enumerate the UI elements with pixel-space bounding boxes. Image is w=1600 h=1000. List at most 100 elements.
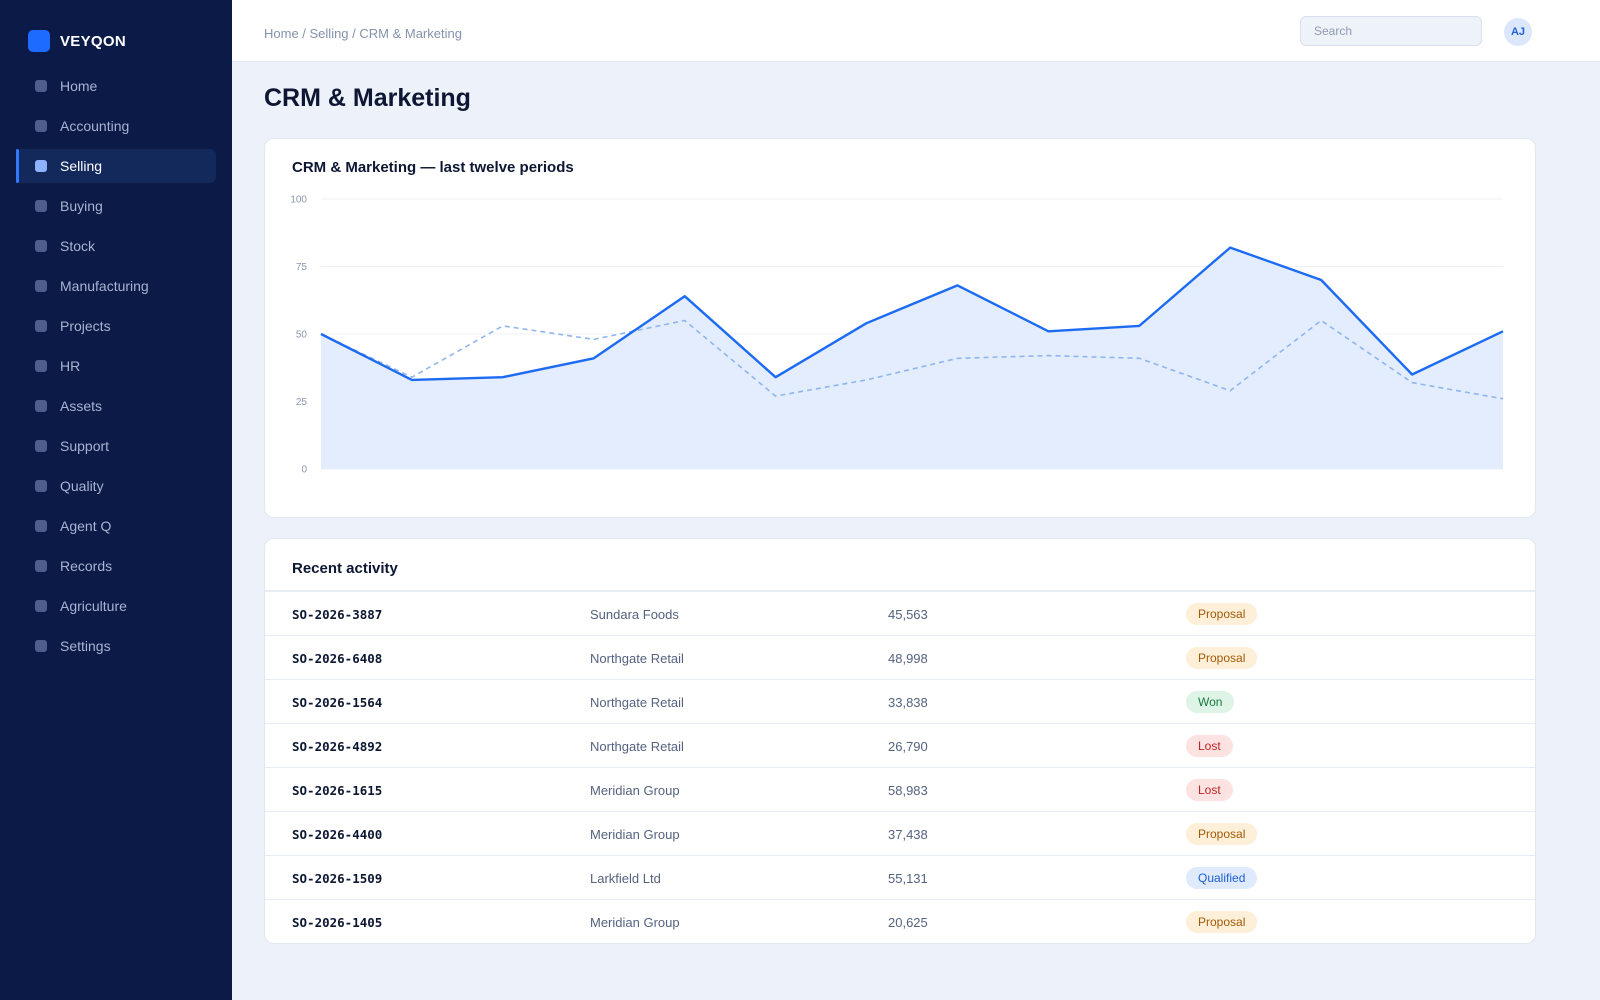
sidebar-item-assets[interactable]: Assets — [16, 389, 216, 423]
sidebar-item-label: Projects — [60, 318, 111, 334]
activity-title: Recent activity — [292, 560, 398, 577]
table-row[interactable]: SO-2026-3887 Sundara Foods 45,563 Proposal — [265, 592, 1535, 636]
series-area — [321, 247, 1503, 469]
activity-table: SO-2026-3887 Sundara Foods 45,563 Proposal S… — [265, 592, 1535, 943]
sidebar-item-label: Manufacturing — [60, 278, 149, 294]
sidebar-item-label: Home — [60, 78, 98, 94]
status-cell: Won — [1186, 680, 1235, 724]
brand[interactable]: VEYQON — [28, 30, 126, 52]
status-badge: Proposal — [1186, 911, 1258, 933]
customer-name: Northgate Retail — [590, 650, 684, 666]
sidebar-nav: Home Accounting Selling Buying Stock Manufact… — [16, 69, 216, 669]
sidebar-item-stock[interactable]: Stock — [16, 229, 216, 263]
chart-card: 0 25 50 75 100 CRM & Marketing — last twelve… — [264, 138, 1536, 518]
nav-square-icon — [35, 600, 47, 612]
status-badge: Proposal — [1186, 603, 1258, 625]
sidebar-item-label: Stock — [60, 238, 96, 254]
status-cell: Proposal — [1186, 812, 1258, 856]
breadcrumb[interactable]: Home / Selling / CRM & Marketing — [264, 26, 462, 41]
nav-square-icon — [35, 80, 47, 92]
sidebar-item-label: HR — [60, 358, 81, 374]
status-badge: Proposal — [1186, 647, 1258, 669]
table-row[interactable]: SO-2026-4400 Meridian Group 37,438 Proposal — [265, 812, 1535, 856]
status-badge: Lost — [1186, 779, 1233, 801]
sidebar-item-label: Selling — [60, 158, 103, 174]
sidebar-item-manufacturing[interactable]: Manufacturing — [16, 269, 216, 303]
sidebar-item-label: Buying — [60, 198, 103, 214]
customer-name: Meridian Group — [590, 914, 680, 930]
sidebar-item-buying[interactable]: Buying — [16, 189, 216, 223]
status-badge: Won — [1186, 691, 1235, 713]
page-title: CRM & Marketing — [264, 84, 471, 112]
nav-square-icon — [35, 400, 47, 412]
table-row[interactable]: SO-2026-1564 Northgate Retail 33,838 Won — [265, 680, 1535, 724]
brand-logo-icon — [28, 30, 50, 52]
amount: 58,983 — [888, 782, 928, 798]
y-tick-label: 75 — [296, 262, 308, 273]
sidebar-item-quality[interactable]: Quality — [16, 469, 216, 503]
nav-square-icon — [35, 160, 47, 172]
sidebar-item-label: Assets — [60, 398, 103, 414]
series-line-primary — [320, 246, 1504, 382]
y-tick-label: 25 — [296, 397, 308, 408]
status-cell: Proposal — [1186, 636, 1258, 680]
status-cell: Lost — [1186, 768, 1233, 812]
table-row[interactable]: SO-2026-6408 Northgate Retail 48,998 Propos… — [265, 636, 1535, 680]
amount: 37,438 — [888, 826, 928, 842]
series-line-secondary — [320, 319, 1504, 400]
amount: 26,790 — [888, 738, 928, 754]
sidebar-item-label: Quality — [60, 478, 104, 494]
sidebar-item-projects[interactable]: Projects — [16, 309, 216, 343]
status-badge: Lost — [1186, 735, 1233, 757]
sidebar-item-label: Agent Q — [60, 518, 112, 534]
status-badge: Qualified — [1186, 867, 1258, 889]
nav-square-icon — [35, 280, 47, 292]
table-row[interactable]: SO-2026-1405 Meridian Group 20,625 Proposal — [265, 900, 1535, 943]
nav-square-icon — [35, 520, 47, 532]
sidebar-item-hr[interactable]: HR — [16, 349, 216, 383]
nav-square-icon — [35, 640, 47, 652]
sidebar-item-support[interactable]: Support — [16, 429, 216, 463]
order-id: SO-2026-1509 — [292, 870, 383, 886]
customer-name: Sundara Foods — [590, 606, 679, 622]
amount: 45,563 — [888, 606, 928, 622]
status-cell: Proposal — [1186, 592, 1258, 636]
sidebar-item-agriculture[interactable]: Agriculture — [16, 589, 216, 623]
sidebar: VEYQON Home Accounting Selling Buying Stock M… — [0, 0, 232, 1000]
nav-square-icon — [35, 440, 47, 452]
sidebar-item-home[interactable]: Home — [16, 69, 216, 103]
sidebar-item-accounting[interactable]: Accounting — [16, 109, 216, 143]
sidebar-item-label: Support — [60, 438, 110, 454]
customer-name: Meridian Group — [590, 826, 680, 842]
y-tick-label: 100 — [290, 195, 307, 206]
table-row[interactable]: SO-2026-1615 Meridian Group 58,983 Lost — [265, 768, 1535, 812]
divider — [265, 590, 1535, 592]
nav-square-icon — [35, 200, 47, 212]
nav-square-icon — [35, 480, 47, 492]
y-tick-label: 50 — [296, 330, 308, 341]
amount: 33,838 — [888, 694, 928, 710]
line-chart: 0 25 50 75 100 — [290, 195, 1504, 476]
status-cell: Proposal — [1186, 900, 1258, 943]
order-id: SO-2026-1405 — [292, 914, 383, 930]
customer-name: Meridian Group — [590, 782, 680, 798]
status-badge: Proposal — [1186, 823, 1258, 845]
sidebar-item-records[interactable]: Records — [16, 549, 216, 583]
nav-square-icon — [35, 560, 47, 572]
avatar[interactable]: AJ — [1504, 18, 1532, 46]
activity-card: Recent activity SO-2026-3887 Sundara Food… — [264, 538, 1536, 944]
sidebar-item-selling[interactable]: Selling — [16, 149, 216, 183]
nav-square-icon — [35, 360, 47, 372]
topbar: Home / Selling / CRM & Marketing AJ — [232, 0, 1600, 62]
status-cell: Qualified — [1186, 856, 1258, 900]
amount: 55,131 — [888, 870, 928, 886]
sidebar-item-settings[interactable]: Settings — [16, 629, 216, 663]
order-id: SO-2026-4400 — [292, 826, 383, 842]
chart-title: CRM & Marketing — last twelve periods — [292, 159, 574, 176]
table-row[interactable]: SO-2026-1509 Larkfield Ltd 55,131 Qualified — [265, 856, 1535, 900]
customer-name: Larkfield Ltd — [590, 870, 661, 886]
table-row[interactable]: SO-2026-4892 Northgate Retail 26,790 Lost — [265, 724, 1535, 768]
sidebar-item-agent-q[interactable]: Agent Q — [16, 509, 216, 543]
nav-square-icon — [35, 240, 47, 252]
search-input[interactable] — [1300, 16, 1482, 46]
